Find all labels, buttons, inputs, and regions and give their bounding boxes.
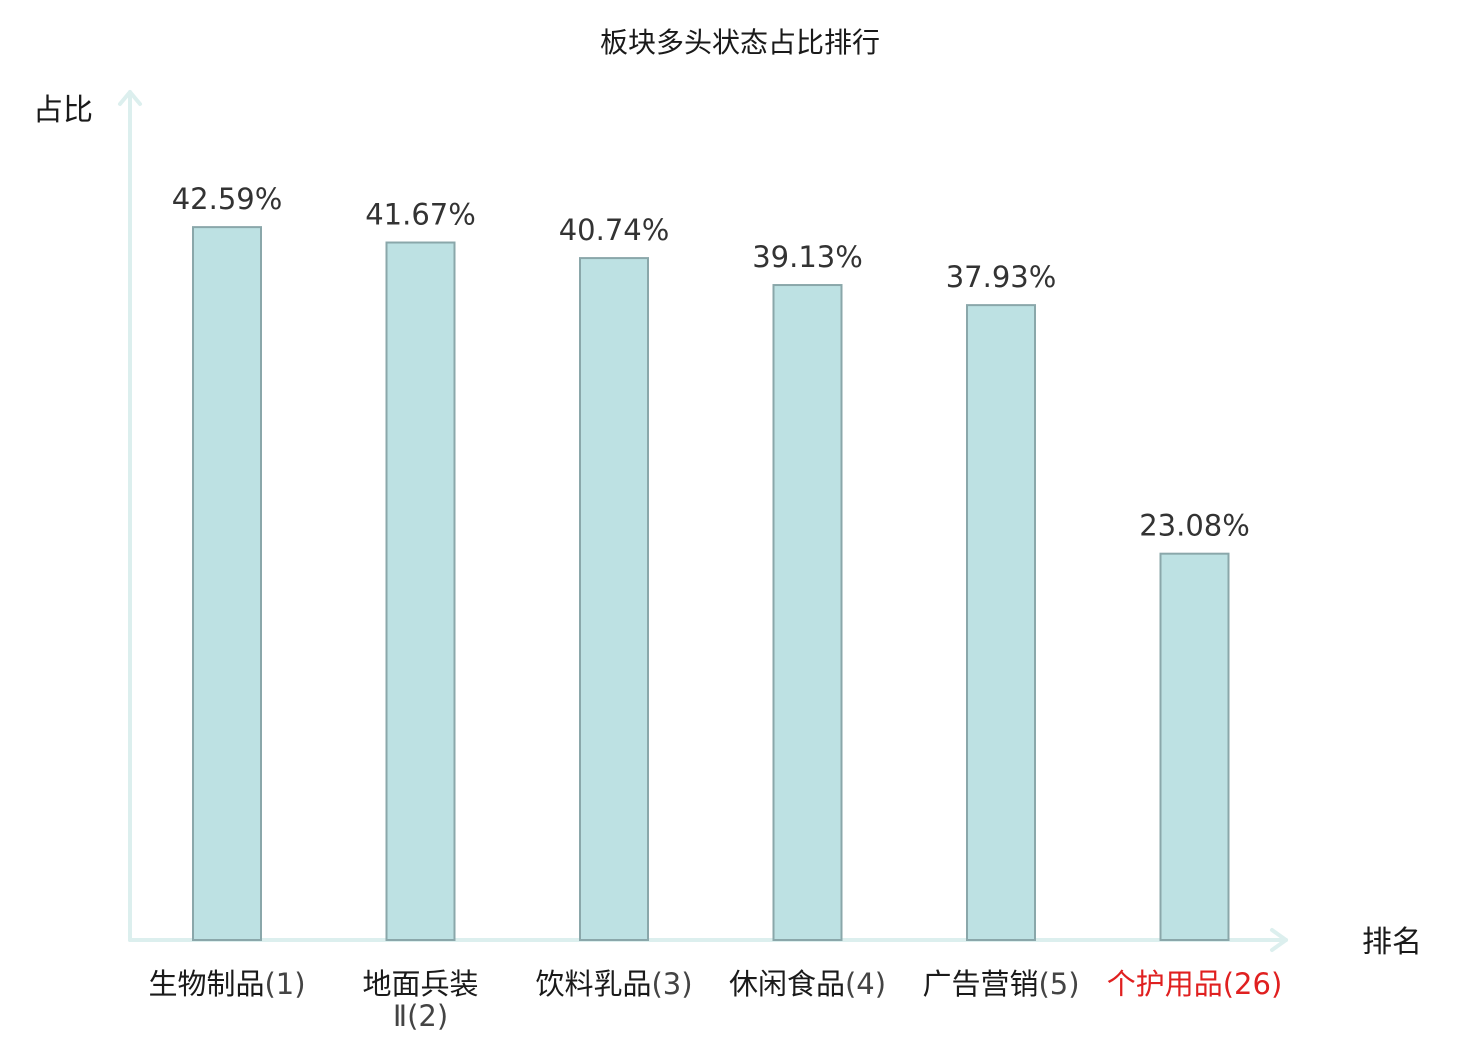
category-label-4: 休闲食品(4) [729, 967, 886, 1001]
x-axis-label: 排名 [1362, 925, 1422, 960]
x-axis-arrow [1270, 928, 1288, 952]
bar-4 [772, 284, 843, 941]
category-rank: (4) [845, 967, 886, 1001]
value-label-2: 41.67% [365, 198, 476, 232]
category-name: 饮料乳品 [535, 967, 651, 1001]
category-name-line2: Ⅱ(2) [393, 999, 448, 1033]
category-rank: (5) [1038, 967, 1079, 1001]
value-label-6: 23.08% [1139, 509, 1250, 543]
category-name: 个护用品 [1107, 967, 1223, 1001]
value-label-1: 42.59% [172, 182, 283, 216]
category-label-2: 地面兵装 Ⅱ(2) [362, 967, 478, 1033]
bar-1 [192, 226, 262, 941]
chart-title: 板块多头状态占比排行 [600, 26, 880, 59]
category-label-5: 广告营销(5) [922, 967, 1079, 1001]
category-name: 地面兵装 [362, 967, 478, 1001]
value-label-5: 37.93% [946, 260, 1057, 294]
category-rank: (26) [1223, 967, 1283, 1001]
category-rank: (3) [651, 967, 692, 1001]
category-rank: (1) [264, 967, 305, 1001]
category-name: 广告营销 [922, 967, 1038, 1001]
value-label-3: 40.74% [559, 213, 670, 247]
category-label-3: 饮料乳品(3) [535, 967, 692, 1001]
bar-2 [385, 241, 456, 942]
bar-3 [579, 257, 649, 942]
category-labels-group: 生物制品(1) 地面兵装 Ⅱ(2) 饮料乳品(3) 休闲食品(4) 广告营销(5) 个护用品… [148, 967, 1282, 1033]
y-axis-label: 占比 [33, 93, 93, 128]
y-axis-arrow [118, 90, 142, 106]
bar-6 [1159, 552, 1230, 941]
bar-5 [966, 304, 1036, 941]
bars-group [192, 226, 1230, 942]
category-name: 休闲食品 [729, 967, 845, 1001]
category-name: 生物制品 [148, 967, 264, 1001]
value-labels-group: 42.59% 41.67% 40.74% 39.13% 37.93% 23.08% [172, 182, 1250, 543]
category-label-6: 个护用品(26) [1107, 967, 1283, 1001]
category-label-1: 生物制品(1) [148, 967, 305, 1001]
value-label-4: 39.13% [752, 240, 863, 274]
